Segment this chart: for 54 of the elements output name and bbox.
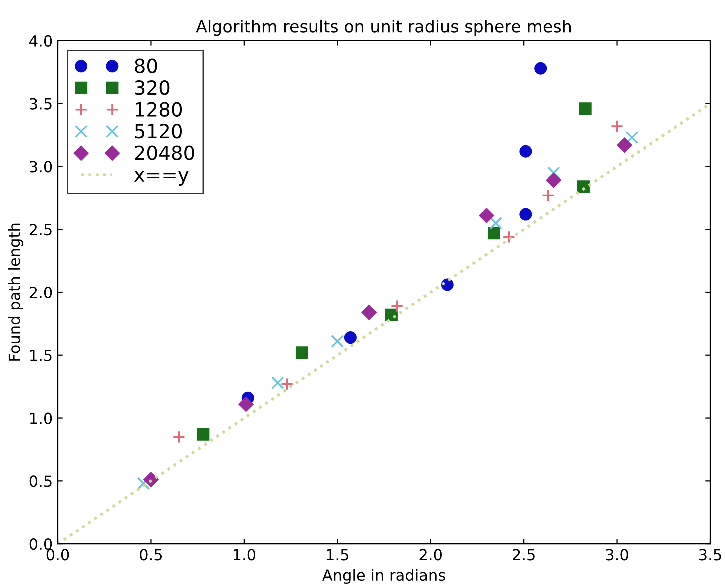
y-axis-title: Found path length [8, 224, 24, 361]
point [542, 189, 555, 202]
point [272, 376, 284, 390]
y-tick-label: 4.0 [30, 35, 52, 47]
y-tick-label: 0.5 [30, 476, 52, 488]
y-tick-label: 0.0 [30, 538, 52, 550]
point [197, 428, 210, 441]
point [577, 180, 590, 194]
y-tick-label: 1.5 [30, 350, 52, 362]
point [520, 145, 532, 158]
legend-label: 80 [135, 58, 158, 74]
legend-label: x==y [134, 171, 189, 186]
point [520, 208, 532, 221]
point [546, 172, 562, 188]
x-tick-label: 3.0 [606, 549, 628, 561]
x-tick-label: 0.0 [46, 549, 70, 561]
point [385, 308, 398, 322]
x-axis-title: Angle in radians [322, 569, 446, 584]
point [610, 120, 624, 133]
y-tick-label: 2.0 [30, 286, 52, 299]
point [238, 396, 254, 412]
legend-label: 320 [135, 80, 170, 96]
point [626, 131, 639, 144]
x-tick-label: 2.5 [513, 549, 535, 561]
y-tick-label: 2.5 [30, 224, 52, 236]
point [579, 102, 592, 116]
legend-label: 20480 [135, 146, 194, 160]
point [172, 430, 186, 444]
point [548, 166, 560, 180]
x-tick-label: 1.0 [234, 549, 256, 561]
point [490, 216, 502, 230]
point [296, 346, 308, 360]
legend-label: 5120 [135, 124, 182, 139]
point [331, 335, 344, 348]
point [502, 230, 516, 244]
y-tick-label: 3.0 [30, 161, 52, 173]
point [479, 208, 494, 224]
point [137, 477, 150, 490]
point [144, 472, 159, 488]
point [344, 332, 357, 344]
x-tick-label: 2.0 [420, 549, 442, 561]
y-tick-label: 3.5 [30, 98, 52, 110]
point [534, 62, 548, 75]
point [488, 227, 500, 240]
chart-title: Algorithm results on unit radius sphere mesh [196, 20, 572, 36]
x-tick-label: 3.5 [700, 549, 722, 561]
legend-label: 1280 [136, 102, 182, 117]
point [617, 138, 632, 153]
x-tick-label: 1.5 [327, 549, 348, 561]
point [280, 378, 294, 391]
y-tick-label: 1.0 [30, 412, 52, 424]
point [362, 305, 377, 320]
point [390, 300, 404, 313]
x-tick-label: 0.5 [140, 549, 162, 561]
